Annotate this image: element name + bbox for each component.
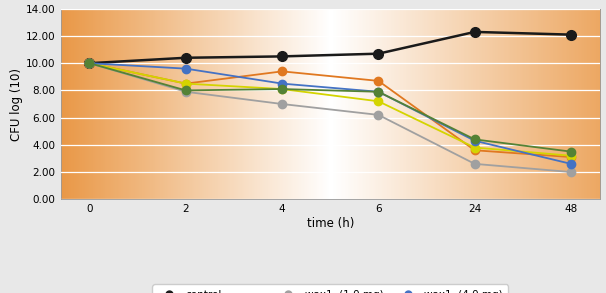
Y-axis label: CFU log (10): CFU log (10) — [10, 67, 24, 141]
X-axis label: time (h): time (h) — [307, 217, 354, 230]
Legend: control, wax1  (0.5 mg), wax1  (1.0 mg), wax1  (2.0 mg), wax1  (4.0 mg), wax2  (: control, wax1 (0.5 mg), wax1 (1.0 mg), w… — [153, 285, 508, 293]
